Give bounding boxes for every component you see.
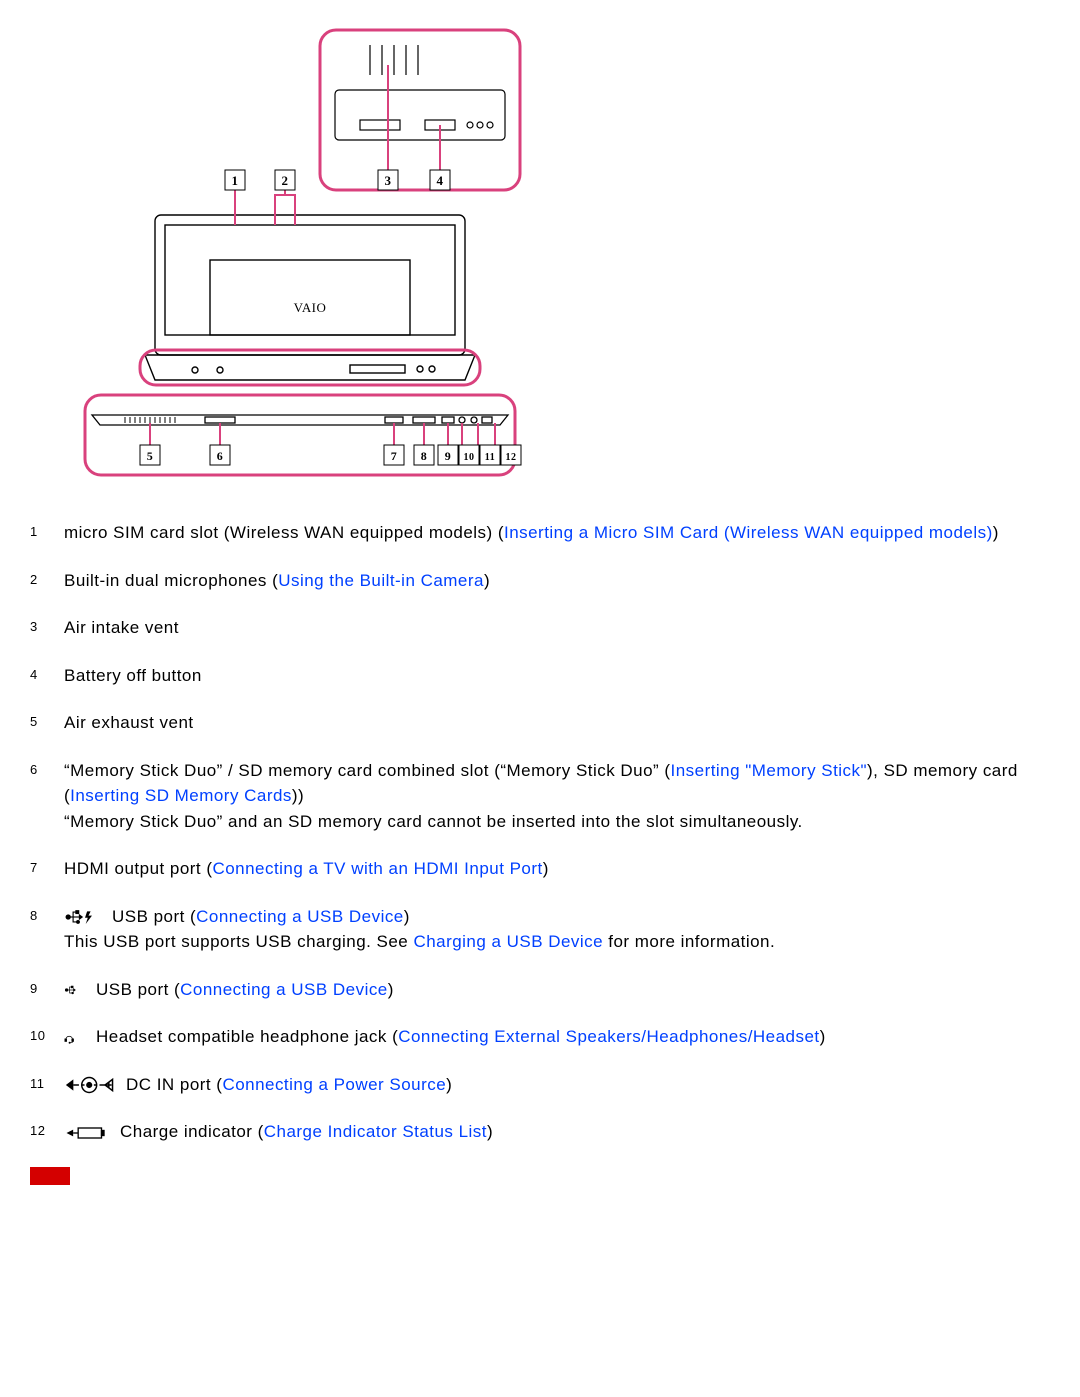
- legend-text: “Memory Stick Duo” / SD memory card comb…: [64, 761, 671, 780]
- legend-body: Built-in dual microphones (Using the Bui…: [64, 568, 1050, 594]
- legend-text: micro SIM card slot (Wireless WAN equipp…: [64, 523, 504, 542]
- legend-text: Headset compatible headphone jack (: [96, 1027, 398, 1046]
- legend-body: DC IN port (Connecting a Power Source): [64, 1072, 1050, 1098]
- legend-text: USB port (: [96, 980, 180, 999]
- device-diagram: 3 4 VAIO: [70, 20, 530, 480]
- legend-link[interactable]: Charging a USB Device: [413, 932, 603, 951]
- dcin-icon: [64, 1073, 120, 1097]
- legend-number: 1: [30, 520, 64, 542]
- svg-text:9: 9: [445, 449, 451, 463]
- legend-text: “Memory Stick Duo” and an SD memory card…: [64, 812, 803, 831]
- legend-number: 5: [30, 710, 64, 732]
- svg-text:12: 12: [506, 452, 517, 463]
- headset-icon: [64, 1026, 90, 1050]
- legend-body: USB port (Connecting a USB Device) This U…: [64, 904, 1050, 955]
- legend-item-5: 5Air exhaust vent: [30, 710, 1050, 736]
- red-bar-ornament: [30, 1167, 70, 1185]
- legend-text: ): [484, 571, 490, 590]
- legend-text: ): [388, 980, 394, 999]
- dcin-icon: [64, 1073, 120, 1097]
- legend-link[interactable]: Inserting SD Memory Cards: [70, 786, 292, 805]
- legend-list: 1micro SIM card slot (Wireless WAN equip…: [30, 520, 1050, 1145]
- legend-text: DC IN port (: [126, 1075, 222, 1094]
- svg-text:4: 4: [437, 173, 444, 188]
- svg-text:2: 2: [282, 173, 289, 188]
- legend-link[interactable]: Charge Indicator Status List: [264, 1122, 487, 1141]
- legend-item-8: 8 USB port (Connecting a USB Device) This …: [30, 904, 1050, 955]
- legend-item-4: 4Battery off button: [30, 663, 1050, 689]
- legend-link[interactable]: Inserting "Memory Stick": [671, 761, 867, 780]
- legend-text: ): [820, 1027, 826, 1046]
- usb-charge-icon: [64, 905, 106, 929]
- usb-icon: [64, 978, 90, 1002]
- legend-text: This USB port supports USB charging. See: [64, 932, 413, 951]
- legend-text: )): [292, 786, 304, 805]
- legend-link[interactable]: Connecting a Power Source: [222, 1075, 446, 1094]
- legend-number: 2: [30, 568, 64, 590]
- legend-number: 10: [30, 1024, 64, 1046]
- legend-body: USB port (Connecting a USB Device): [64, 977, 1050, 1003]
- legend-item-1: 1micro SIM card slot (Wireless WAN equip…: [30, 520, 1050, 546]
- legend-text: ): [446, 1075, 452, 1094]
- legend-text: Battery off button: [64, 666, 202, 685]
- page: 3 4 VAIO: [0, 0, 1080, 1225]
- legend-item-9: 9USB port (Connecting a USB Device): [30, 977, 1050, 1003]
- svg-text:VAIO: VAIO: [294, 300, 327, 315]
- legend-body: Headset compatible headphone jack (Conne…: [64, 1024, 1050, 1050]
- legend-text: Built-in dual microphones (: [64, 571, 278, 590]
- legend-number: 7: [30, 856, 64, 878]
- legend-link[interactable]: Connecting a TV with an HDMI Input Port: [212, 859, 542, 878]
- svg-text:3: 3: [385, 173, 392, 188]
- legend-text: USB port (: [112, 907, 196, 926]
- legend-number: 11: [30, 1072, 64, 1094]
- legend-item-10: 10Headset compatible headphone jack (Con…: [30, 1024, 1050, 1050]
- legend-text: ): [543, 859, 549, 878]
- legend-text: for more information.: [603, 932, 775, 951]
- legend-body: Air exhaust vent: [64, 710, 1050, 736]
- svg-text:5: 5: [147, 449, 153, 463]
- legend-body: Charge indicator (Charge Indicator Statu…: [64, 1119, 1050, 1145]
- legend-body: HDMI output port (Connecting a TV with a…: [64, 856, 1050, 882]
- legend-link[interactable]: Using the Built-in Camera: [278, 571, 484, 590]
- device-diagram-svg: 3 4 VAIO: [70, 20, 530, 480]
- charge-indicator-icon: [64, 1121, 114, 1145]
- legend-item-6: 6“Memory Stick Duo” / SD memory card com…: [30, 758, 1050, 835]
- legend-item-2: 2Built-in dual microphones (Using the Bu…: [30, 568, 1050, 594]
- legend-number: 8: [30, 904, 64, 926]
- legend-body: “Memory Stick Duo” / SD memory card comb…: [64, 758, 1050, 835]
- usb-icon: [64, 978, 90, 1002]
- svg-text:8: 8: [421, 449, 427, 463]
- legend-number: 3: [30, 615, 64, 637]
- legend-item-7: 7HDMI output port (Connecting a TV with …: [30, 856, 1050, 882]
- legend-text: ): [487, 1122, 493, 1141]
- legend-link[interactable]: Connecting a USB Device: [180, 980, 388, 999]
- charge-indicator-icon: [64, 1121, 114, 1145]
- svg-text:7: 7: [391, 449, 397, 463]
- legend-number: 4: [30, 663, 64, 685]
- svg-text:10: 10: [464, 452, 475, 463]
- legend-body: Air intake vent: [64, 615, 1050, 641]
- legend-body: micro SIM card slot (Wireless WAN equipp…: [64, 520, 1050, 546]
- legend-text: ): [404, 907, 410, 926]
- legend-link[interactable]: Connecting External Speakers/Headphones/…: [398, 1027, 819, 1046]
- svg-text:6: 6: [217, 449, 223, 463]
- svg-text:1: 1: [232, 173, 239, 188]
- legend-item-11: 11DC IN port (Connecting a Power Source): [30, 1072, 1050, 1098]
- legend-link[interactable]: Connecting a USB Device: [196, 907, 404, 926]
- usb-charge-icon: [64, 905, 106, 929]
- legend-number: 12: [30, 1119, 64, 1141]
- legend-number: 6: [30, 758, 64, 780]
- legend-item-3: 3Air intake vent: [30, 615, 1050, 641]
- headset-icon: [64, 1026, 90, 1050]
- legend-link[interactable]: Inserting a Micro SIM Card (Wireless WAN…: [504, 523, 993, 542]
- legend-text: Air exhaust vent: [64, 713, 194, 732]
- legend-text: ): [993, 523, 999, 542]
- legend-text: Air intake vent: [64, 618, 179, 637]
- legend-text: Charge indicator (: [120, 1122, 264, 1141]
- legend-body: Battery off button: [64, 663, 1050, 689]
- legend-item-12: 12Charge indicator (Charge Indicator Sta…: [30, 1119, 1050, 1145]
- legend-text: HDMI output port (: [64, 859, 212, 878]
- legend-number: 9: [30, 977, 64, 999]
- svg-text:11: 11: [485, 452, 495, 463]
